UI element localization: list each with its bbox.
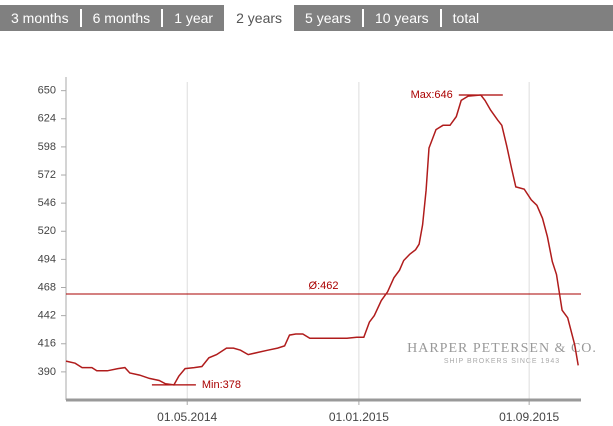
watermark-title: HARPER PETERSEN & CO. (407, 341, 597, 356)
y-tick-label: 468 (38, 281, 56, 293)
y-tick-label: 494 (38, 253, 56, 265)
y-tick-label: 546 (38, 197, 56, 209)
y-tick-label: 520 (38, 225, 56, 237)
y-tick-label: 598 (38, 141, 56, 153)
period-tab[interactable]: 3 months (0, 9, 82, 27)
period-tab[interactable]: 2 years (224, 5, 295, 31)
y-tick-label: 650 (38, 85, 56, 97)
period-tab[interactable]: total (452, 10, 480, 26)
x-tick-label: 01.05.2014 (157, 410, 217, 424)
y-tick-label: 390 (38, 366, 56, 378)
y-tick-label: 624 (38, 113, 56, 125)
period-tab[interactable]: 5 years (294, 9, 364, 27)
watermark-subtitle: SHIP BROKERS SINCE 1943 (444, 358, 560, 365)
y-tick-label: 442 (38, 310, 56, 322)
period-tab[interactable]: 6 months (82, 9, 164, 27)
max-label: Max:646 (411, 89, 453, 101)
series-line (65, 94, 579, 386)
min-label: Min:378 (202, 379, 241, 391)
period-tabs: 3 months 6 months 1 year 2 years 5 years 10 y… (0, 5, 613, 31)
x-tick-label: 01.09.2015 (499, 410, 559, 424)
y-tick-label: 572 (38, 169, 56, 181)
x-tick-label: 01.01.2015 (329, 410, 389, 424)
period-tab[interactable]: 1 year (174, 10, 214, 26)
average-label: Ø:462 (309, 280, 339, 292)
period-tab[interactable]: 10 years (364, 9, 442, 27)
y-tick-label: 416 (38, 338, 56, 350)
